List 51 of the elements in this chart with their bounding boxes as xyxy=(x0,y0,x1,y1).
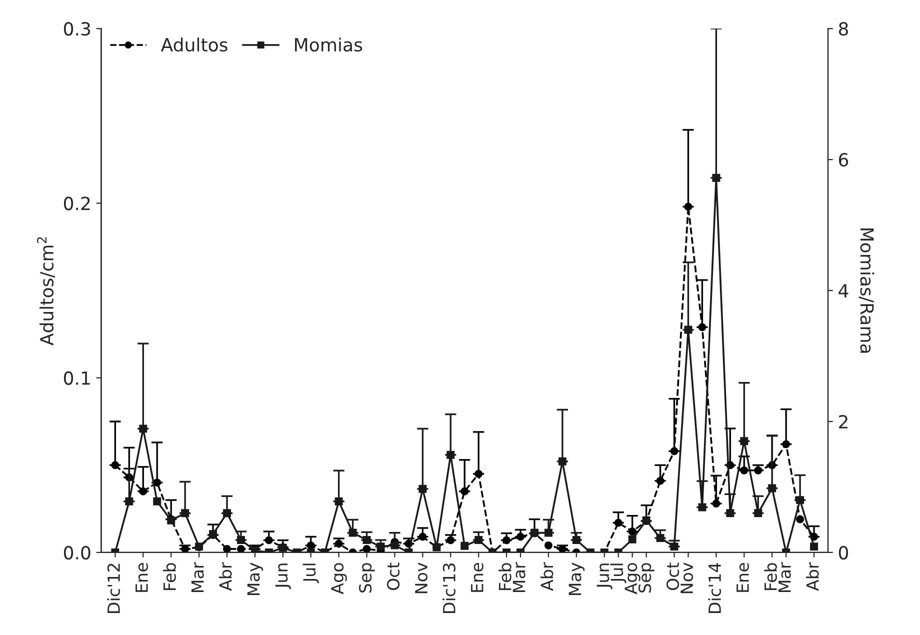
x-tick-label: Mar xyxy=(191,562,204,592)
x-tick-label: Ene xyxy=(136,563,148,592)
legend-label: Momias xyxy=(295,38,362,52)
y2-tick-label: 4 xyxy=(838,284,848,298)
point xyxy=(460,542,469,550)
x-tick-label: Dic'14 xyxy=(708,563,722,613)
x-tick-label: Jul xyxy=(302,564,319,584)
y-tick-label: 0.1 xyxy=(64,371,90,385)
y2-tick-label: 0 xyxy=(838,546,848,560)
y2-axis-title: Momias/Rama xyxy=(858,228,874,353)
x-tick-label: Ago xyxy=(624,563,640,594)
x-tick-label: Mar xyxy=(512,562,526,592)
y-axis-title: Adultos/cm$^{2}$ xyxy=(37,237,55,346)
x-tick-label: Ene xyxy=(736,563,749,592)
x-tick-label: Nov xyxy=(415,562,428,594)
x-tick-label: Dic'13 xyxy=(442,564,456,613)
point xyxy=(544,541,552,550)
x-tick-label: Oct xyxy=(666,562,680,590)
x-tick-label: Sep xyxy=(358,563,375,592)
x-tick-label: Abr xyxy=(806,562,819,591)
y-tick-label: 0.0 xyxy=(64,546,90,560)
x-tick-label: May xyxy=(568,562,584,595)
x-tick-label: Ago xyxy=(331,563,347,594)
x-tick-label: Jul xyxy=(610,564,626,584)
x-tick-label: Feb xyxy=(498,563,512,590)
y2-tick-label: 8 xyxy=(838,22,848,36)
x-tick-label: Oct xyxy=(386,562,400,590)
y2-tick-label: 6 xyxy=(838,153,848,167)
x-tick-label: Nov xyxy=(680,562,694,594)
y-tick-label: 0.2 xyxy=(64,196,90,210)
x-tick-label: Abr xyxy=(218,562,232,591)
point xyxy=(796,515,804,524)
x-tick-label: Ene xyxy=(471,563,484,592)
legend-label: Adultos xyxy=(160,38,228,52)
point xyxy=(628,535,636,544)
x-tick-label: Abr xyxy=(540,562,554,591)
x-tick-label: Dic'12 xyxy=(107,564,120,613)
x-tick-label: Jun xyxy=(275,564,291,590)
x-tick-label: Sep xyxy=(638,563,654,592)
y2-tick-label: 2 xyxy=(839,414,848,428)
point xyxy=(223,544,231,552)
point xyxy=(362,544,371,552)
x-tick-label: Feb xyxy=(163,563,176,590)
x-tick-label: Mar xyxy=(778,562,791,592)
point xyxy=(153,497,162,506)
x-tick-label: Jun xyxy=(596,564,612,590)
point xyxy=(810,542,818,551)
y-tick-label: 0.3 xyxy=(64,22,90,36)
x-tick-label: Feb xyxy=(764,563,777,590)
point xyxy=(236,544,245,552)
x-tick-label: May xyxy=(247,562,264,595)
